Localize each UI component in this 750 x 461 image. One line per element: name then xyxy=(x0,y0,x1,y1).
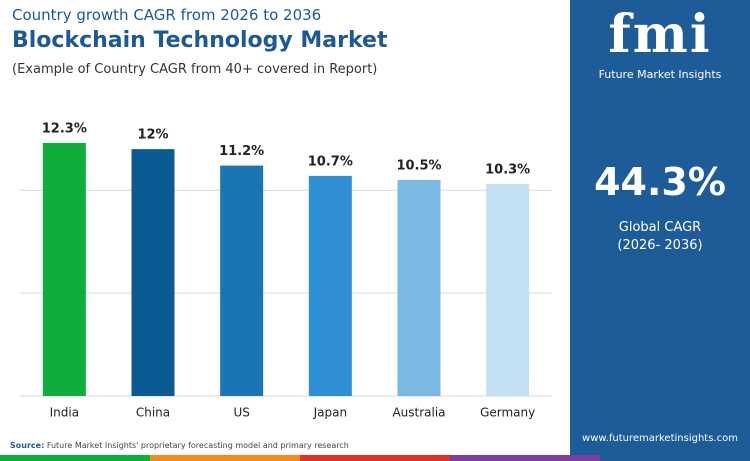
chart-note: (Example of Country CAGR from 40+ covere… xyxy=(12,62,378,77)
value-label: 12.3% xyxy=(42,121,87,136)
chart-title: Blockchain Technology Market xyxy=(12,28,388,53)
bar xyxy=(486,184,530,396)
x-tick-label: US xyxy=(233,406,249,420)
bar xyxy=(131,149,175,396)
chart: India 12.3% China 12% US 11.2% Japan 10.7% Austr… xyxy=(20,121,552,420)
global-cagr-label: Global CAGR xyxy=(618,220,702,235)
global-cagr-value: 44.3% xyxy=(594,160,726,204)
x-tick-label: China xyxy=(136,406,170,420)
global-cagr-period: (2026- 2036) xyxy=(617,238,703,253)
logo: fmi xyxy=(608,4,712,65)
source-label: Source: xyxy=(10,441,45,450)
x-tick-label: Germany xyxy=(480,406,535,420)
value-label: 10.3% xyxy=(485,163,530,178)
value-label: 11.2% xyxy=(219,144,264,159)
x-tick-label: India xyxy=(50,406,79,420)
value-label: 12% xyxy=(137,128,168,143)
value-label: 10.5% xyxy=(396,159,441,174)
source: Source: Future Market Insights' propriet… xyxy=(10,441,349,450)
x-tick-label: Japan xyxy=(313,406,347,420)
logo-text: Future Market Insights xyxy=(598,68,722,81)
bar xyxy=(42,142,86,396)
x-tick-label: Australia xyxy=(392,406,445,420)
side-panel: fmi Future Market Insights 44.3% Global … xyxy=(570,0,750,455)
footer-stripe xyxy=(0,455,750,461)
source-text: Future Market Insights' proprietary fore… xyxy=(46,441,349,450)
bar xyxy=(397,180,441,396)
chart-subtitle: Country growth CAGR from 2026 to 2036 xyxy=(12,6,322,24)
bar xyxy=(220,165,264,396)
bar xyxy=(308,175,352,396)
value-label: 10.7% xyxy=(308,154,353,169)
website: www.futuremarketinsights.com xyxy=(582,433,738,444)
